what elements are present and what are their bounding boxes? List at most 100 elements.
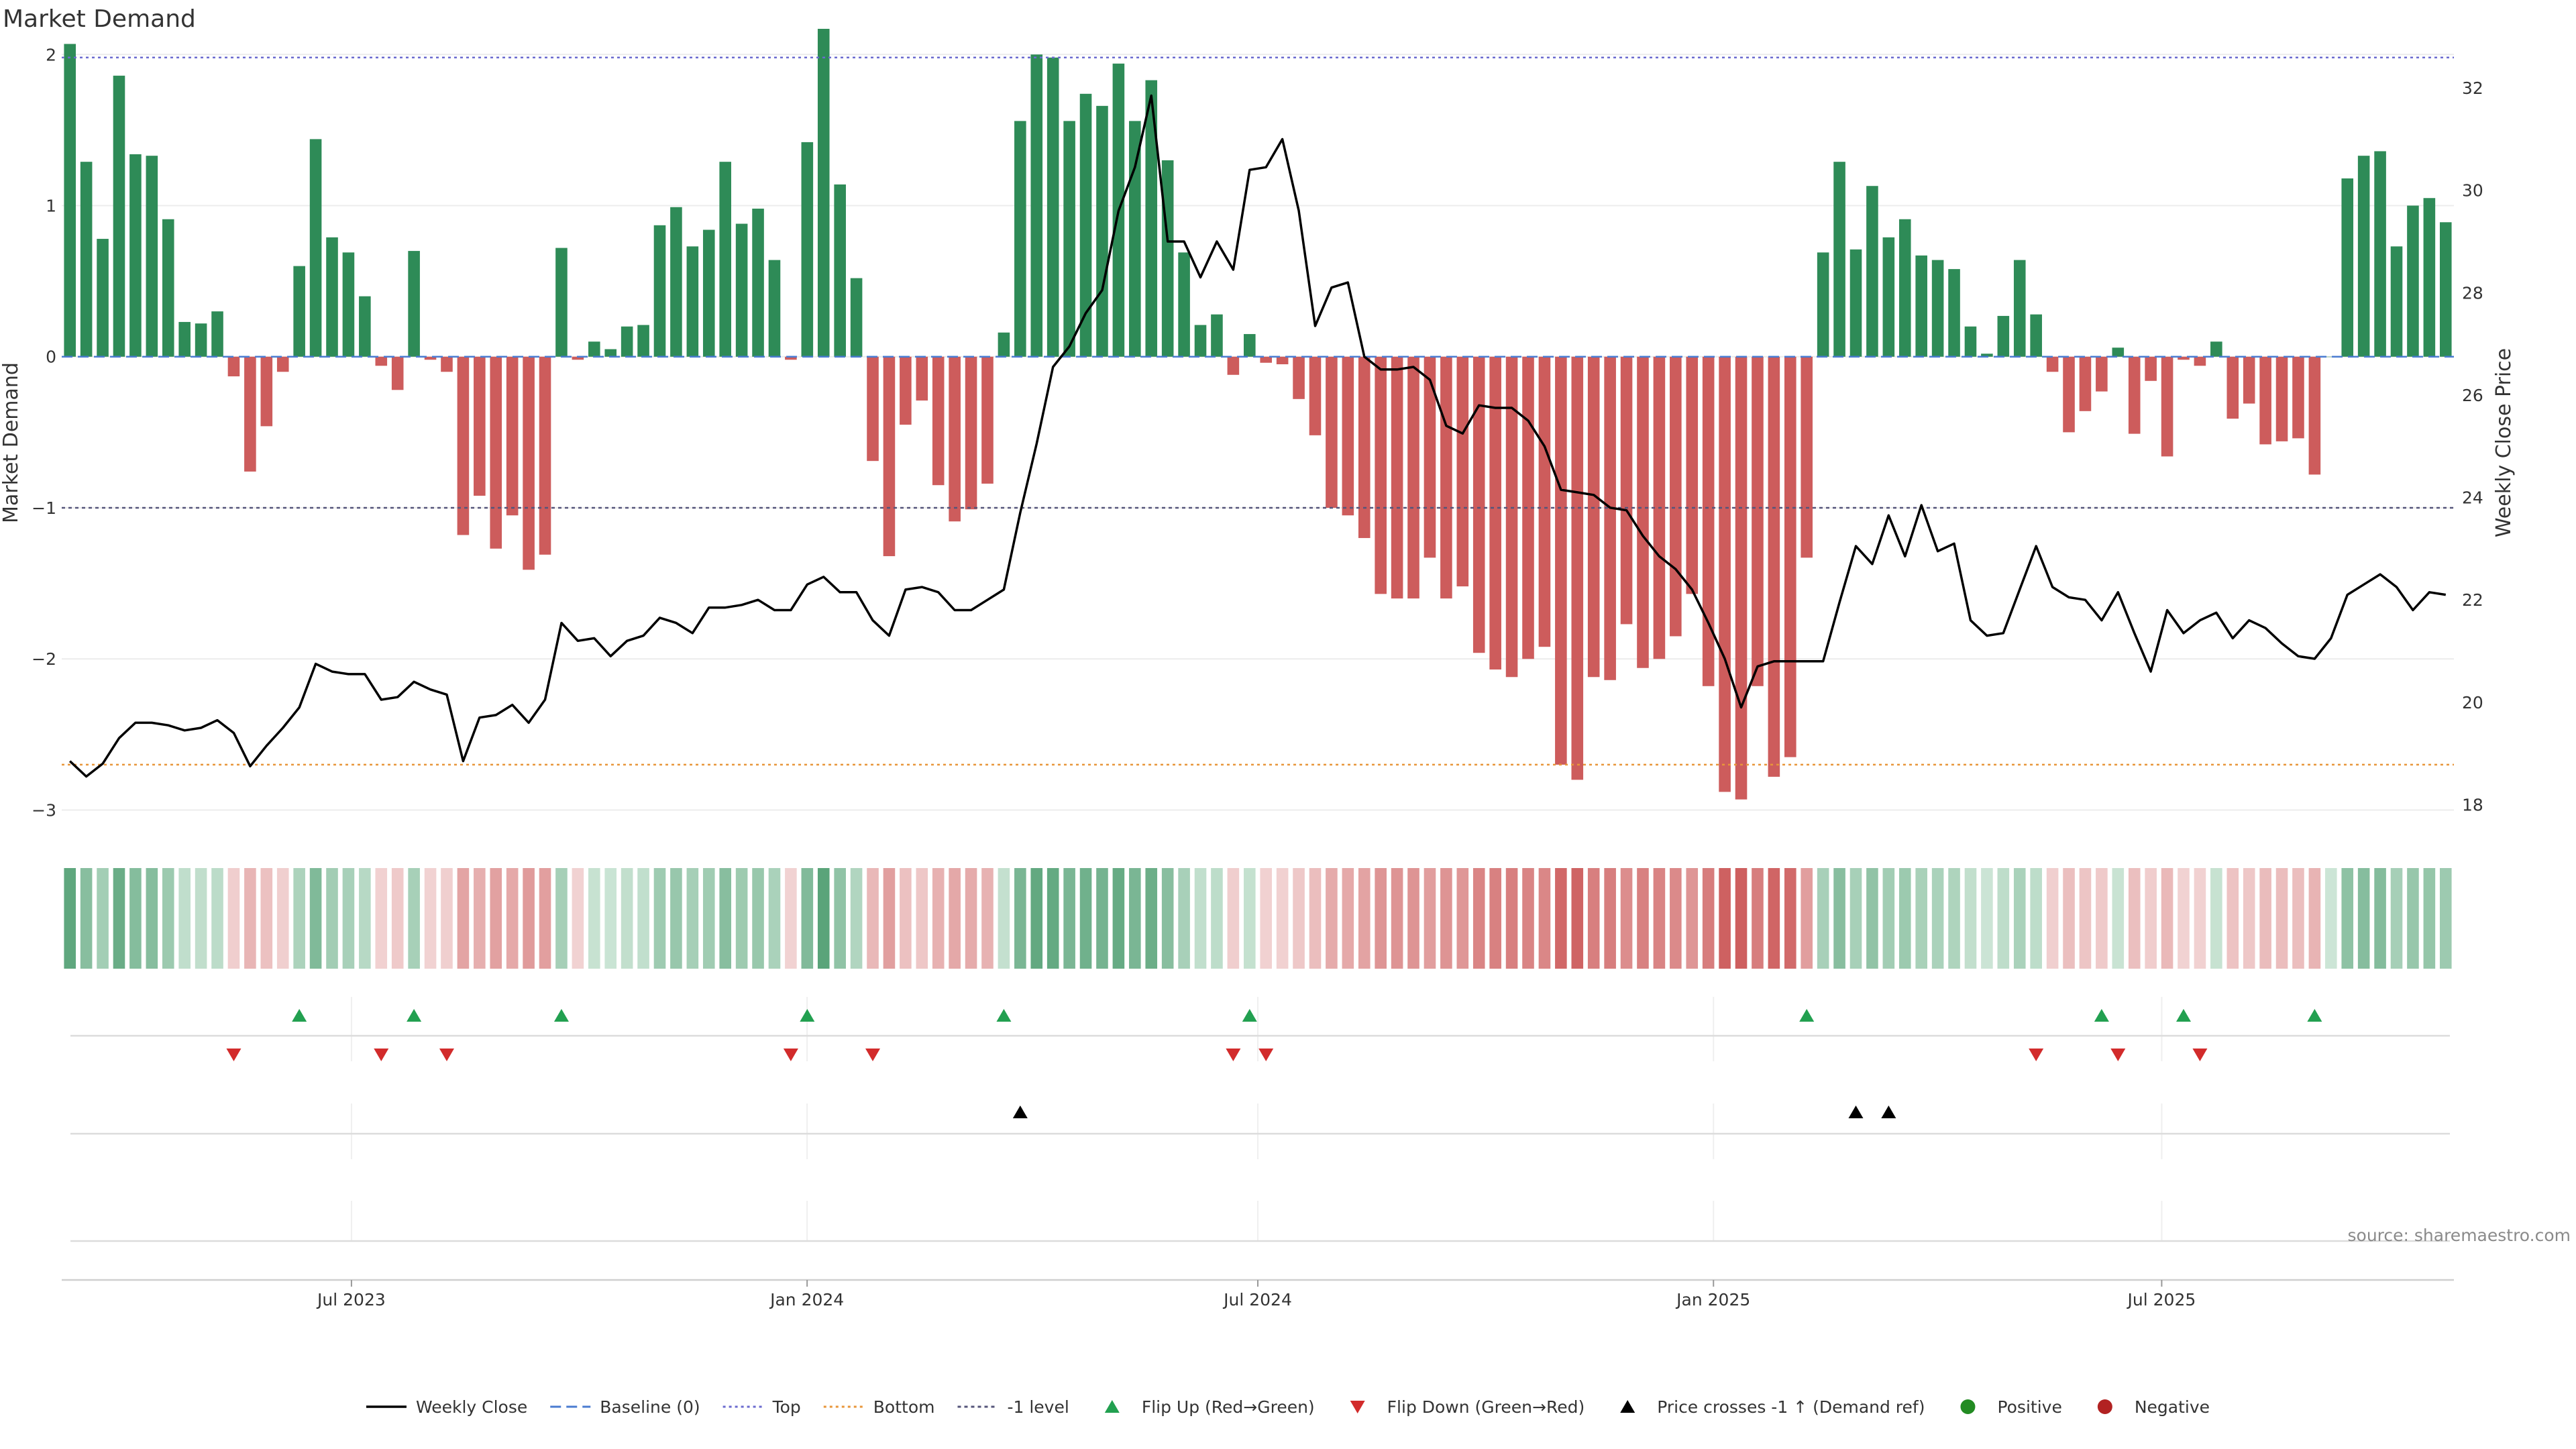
demand-bar-75 (1293, 356, 1305, 399)
heat-cell-142 (2390, 868, 2403, 969)
heat-cell-19 (375, 868, 388, 969)
y-tick-label-3: −1 (32, 498, 56, 518)
heat-cell-51 (900, 868, 912, 969)
heat-cell-101 (1719, 868, 1731, 969)
demand-bar-19 (375, 356, 388, 366)
heat-cell-23 (441, 868, 453, 969)
y-tick-label-5: −3 (32, 800, 56, 820)
heat-cell-46 (817, 868, 830, 969)
demand-bar-29 (539, 356, 551, 555)
heat-cell-69 (1194, 868, 1207, 969)
heat-cell-85 (1456, 868, 1469, 969)
legend-label-7: Price crosses -1 ↑ (Demand ref) (1657, 1397, 1925, 1417)
legend-item-0: Weekly Close (366, 1397, 527, 1417)
heat-cell-54 (949, 868, 961, 969)
demand-bar-79 (1358, 356, 1371, 539)
heat-cell-5 (146, 868, 158, 969)
heat-cell-96 (1637, 868, 1649, 969)
y-tick-label-0: 2 (46, 45, 56, 64)
heat-cell-120 (2030, 868, 2042, 969)
demand-bar-65 (1129, 121, 1141, 357)
y2-tick-label-5: 22 (2462, 590, 2483, 610)
demand-bar-28 (523, 356, 535, 570)
heat-cell-70 (1211, 868, 1223, 969)
heat-cell-139 (2341, 868, 2354, 969)
demand-bar-2 (97, 239, 109, 357)
heat-cell-134 (2259, 868, 2271, 969)
demand-bar-76 (1309, 356, 1322, 435)
y-axis-label: Market Demand (0, 362, 23, 523)
weekly-close-line (69, 94, 2447, 778)
demand-bar-119 (2013, 260, 2026, 357)
demand-bar-134 (2259, 356, 2271, 445)
demand-bar-18 (359, 296, 371, 357)
demand-bar-25 (474, 356, 486, 496)
flip-down-marker-6 (1258, 1049, 1274, 1061)
heat-cell-43 (768, 868, 781, 969)
heat-cell-102 (1735, 868, 1748, 969)
heat-cell-27 (506, 868, 519, 969)
demand-bar-74 (1276, 356, 1289, 365)
heat-cell-79 (1358, 868, 1371, 969)
heat-cell-61 (1063, 868, 1075, 969)
heat-cell-123 (2079, 868, 2092, 969)
heat-cell-108 (1833, 868, 1845, 969)
heat-cell-39 (702, 868, 715, 969)
demand-bar-108 (1833, 162, 1845, 357)
heat-cell-114 (1931, 868, 1944, 969)
demand-bar-142 (2390, 246, 2403, 357)
flip-up-marker-8 (2176, 1009, 2191, 1022)
demand-bar-16 (326, 237, 338, 357)
heat-cell-86 (1472, 868, 1485, 969)
legend-label-1: Baseline (0) (600, 1397, 700, 1417)
demand-bar-45 (801, 142, 814, 357)
heat-cell-28 (523, 868, 535, 969)
demand-bar-4 (129, 154, 142, 357)
heat-cell-88 (1505, 868, 1518, 969)
demand-bar-112 (1898, 219, 1911, 357)
demand-bar-106 (1801, 356, 1813, 558)
demand-bar-113 (1915, 255, 1927, 357)
demand-bar-78 (1342, 356, 1354, 516)
demand-bar-61 (1063, 121, 1075, 357)
legend-label-3: Bottom (873, 1397, 935, 1417)
heat-cell-106 (1801, 868, 1813, 969)
demand-bar-31 (572, 356, 584, 360)
demand-bar-99 (1686, 356, 1699, 594)
demand-bar-70 (1211, 314, 1223, 357)
heat-cell-115 (1948, 868, 1960, 969)
event-markers (70, 997, 2450, 1242)
demand-bar-55 (965, 356, 977, 510)
demand-bar-58 (1014, 121, 1026, 357)
flip-up-marker-5 (1242, 1009, 1257, 1022)
legend-swatch-7 (1620, 1400, 1635, 1413)
demand-bar-66 (1145, 80, 1158, 357)
heat-cell-58 (1014, 868, 1026, 969)
price-layer (69, 94, 2447, 778)
demand-bar-39 (702, 229, 715, 357)
heat-cell-66 (1145, 868, 1158, 969)
x-tick-label-3: Jan 2025 (1675, 1290, 1750, 1309)
legend: Weekly Close Baseline (0) Top Bottom -1 leve… (366, 1397, 2210, 1417)
heat-cell-65 (1129, 868, 1141, 969)
demand-bar-72 (1243, 333, 1256, 357)
flip-up-marker-2 (553, 1009, 569, 1022)
demand-bar-71 (1227, 356, 1240, 375)
heat-cell-137 (2308, 868, 2321, 969)
flip-up-marker-7 (2094, 1009, 2109, 1022)
heat-cell-109 (1849, 868, 1862, 969)
heat-cell-64 (1112, 868, 1125, 969)
legend-item-6: Flip Down (Green→Red) (1350, 1397, 1585, 1417)
demand-bar-107 (1817, 252, 1829, 357)
demand-bar-14 (293, 266, 305, 357)
heat-cell-103 (1752, 868, 1764, 969)
legend-label-0: Weekly Close (416, 1397, 527, 1417)
heat-cell-78 (1342, 868, 1354, 969)
flip-down-marker-4 (865, 1049, 881, 1061)
demand-bar-73 (1260, 356, 1273, 363)
demand-bar-27 (506, 356, 519, 516)
flip-down-marker-2 (439, 1049, 454, 1061)
flip-down-marker-1 (374, 1049, 389, 1061)
legend-item-7: Price crosses -1 ↑ (Demand ref) (1620, 1397, 1925, 1417)
heat-cell-40 (719, 868, 731, 969)
